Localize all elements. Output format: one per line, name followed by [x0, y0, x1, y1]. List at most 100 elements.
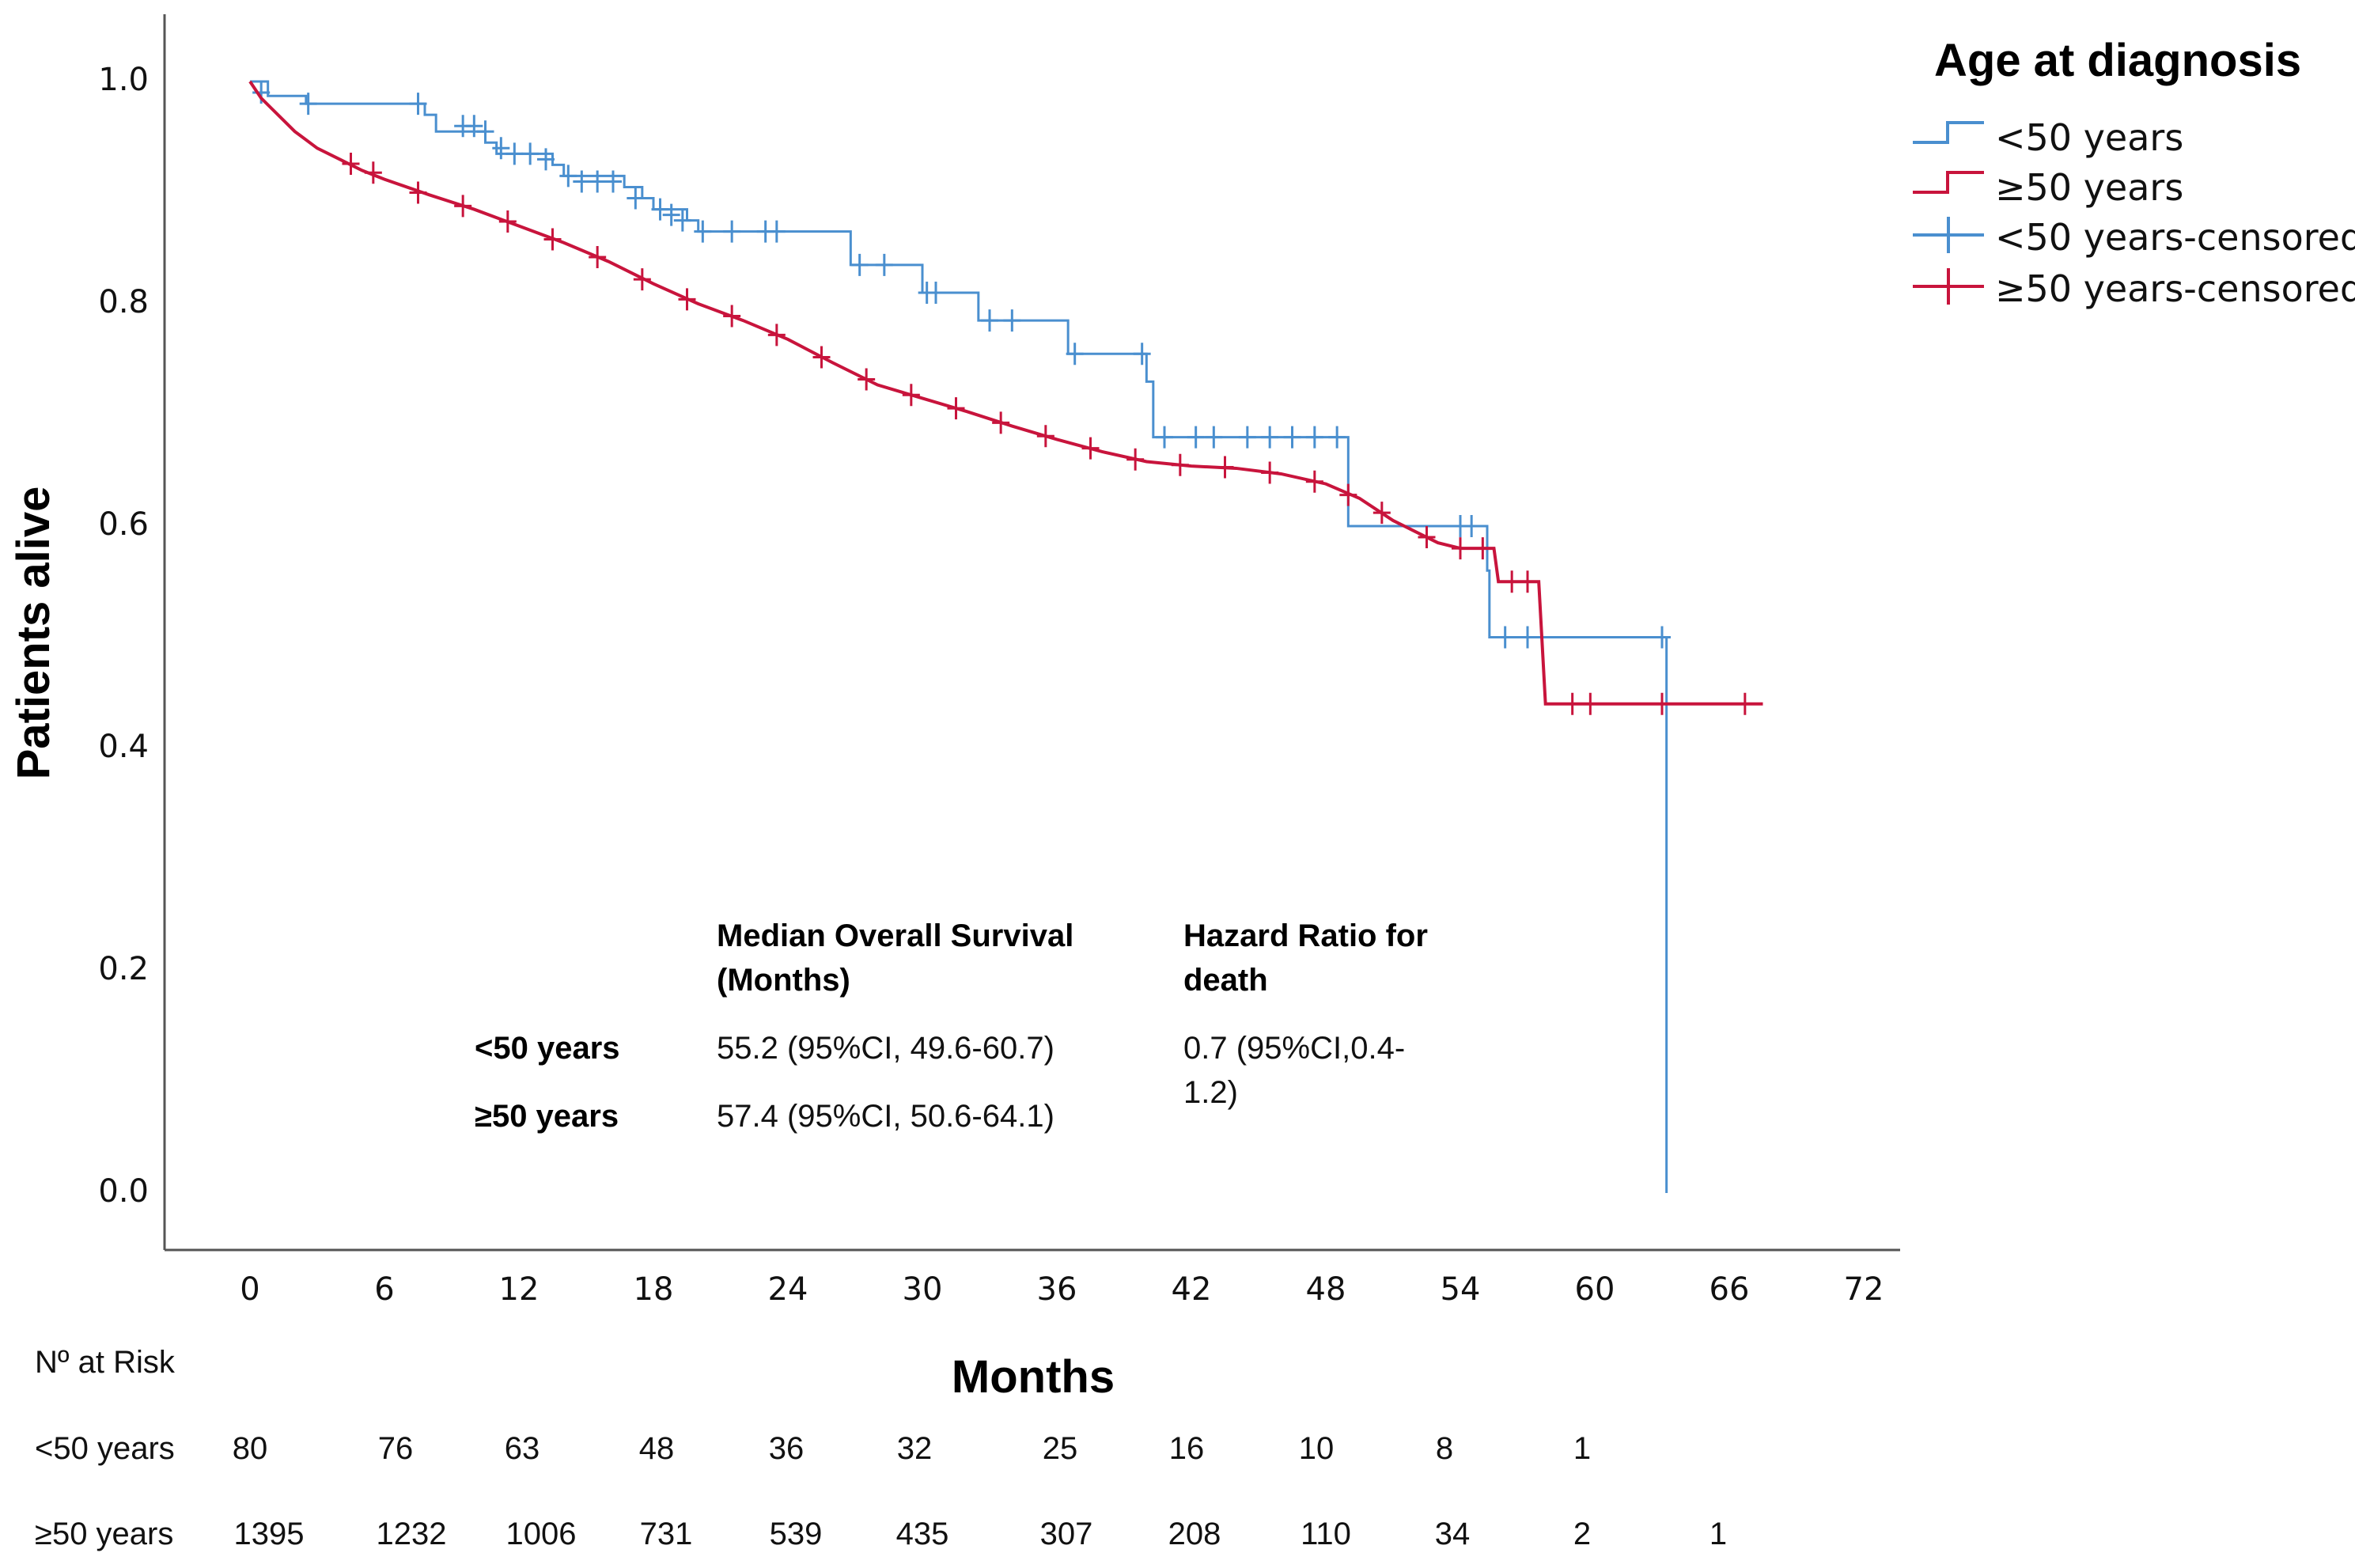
censor-mark-under50 — [1519, 626, 1536, 649]
censor-mark-under50 — [1283, 426, 1301, 449]
censor-mark-under50 — [1066, 343, 1084, 365]
censor-mark-under50 — [1496, 626, 1514, 649]
legend-swatch-over50 — [1913, 171, 1984, 194]
risk-value: 435 — [896, 1517, 949, 1551]
censor-mark-over50 — [1581, 692, 1600, 715]
series-over50 — [248, 80, 1763, 715]
censor-mark-under50 — [1156, 426, 1173, 449]
censor-mark-over50 — [454, 195, 472, 218]
censor-mark-under50 — [465, 115, 483, 138]
risk-value: 16 — [1169, 1431, 1205, 1466]
censor-mark-over50 — [1171, 453, 1189, 476]
series-line-over50 — [248, 80, 1763, 706]
censor-mark-over50 — [902, 384, 920, 407]
censor-mark-over50 — [1503, 570, 1521, 593]
censor-mark-over50 — [1736, 692, 1754, 715]
censor-mark-under50 — [299, 93, 317, 116]
legend-title: Age at diagnosis — [1934, 35, 2301, 86]
censor-mark-over50 — [1036, 425, 1054, 448]
censor-mark-over50 — [947, 397, 965, 420]
censor-mark-over50 — [1081, 437, 1100, 460]
censor-mark-under50 — [694, 220, 712, 243]
risk-value: 1006 — [506, 1517, 577, 1551]
x-axis-title: Months — [952, 1351, 1115, 1403]
censor-mark-under50 — [573, 170, 591, 193]
censor-mark-under50 — [850, 253, 869, 276]
risk-value: 208 — [1168, 1517, 1221, 1551]
censor-mark-under50 — [1305, 426, 1323, 449]
censor-mark-under50 — [662, 203, 680, 226]
y-tick-label: 0.8 — [98, 284, 149, 320]
censor-mark-over50 — [409, 181, 427, 204]
risk-value: 8 — [1436, 1431, 1453, 1466]
censor-mark-under50 — [627, 187, 645, 210]
hr-header-line1: Hazard Ratio for — [1183, 918, 1428, 953]
y-tick-label: 0.2 — [98, 951, 149, 987]
survival-annotation: Median Overall Survival (Months) Hazard … — [475, 918, 1428, 1134]
annotation-row-label: <50 years — [475, 1031, 620, 1066]
series-under50 — [250, 80, 1671, 1193]
legend: Age at diagnosis <50 years ≥50 years <50… — [1913, 35, 2355, 310]
censor-mark-under50 — [723, 220, 741, 243]
censor-mark-over50 — [1474, 537, 1492, 560]
censor-mark-under50 — [981, 309, 998, 332]
censor-mark-over50 — [1339, 483, 1357, 506]
censor-mark-over50 — [1372, 502, 1391, 525]
risk-value: 110 — [1301, 1517, 1351, 1551]
series-line-under50 — [250, 80, 1668, 1193]
censor-mark-under50 — [521, 142, 540, 165]
censor-mark-under50 — [492, 137, 510, 160]
censor-mark-under50 — [767, 220, 786, 243]
censor-mark-over50 — [1126, 448, 1145, 471]
censor-mark-over50 — [342, 152, 360, 175]
y-axis-title: Patients alive — [8, 487, 59, 780]
censor-mark-over50 — [1418, 526, 1436, 549]
censor-mark-over50 — [1261, 461, 1279, 484]
censor-mark-under50 — [875, 253, 893, 276]
x-tick-label: 24 — [768, 1271, 808, 1308]
x-tick-labels: 0 6 12 18 24 30 36 42 48 54 60 66 72 — [240, 1271, 1884, 1308]
risk-row-label: <50 years — [35, 1431, 175, 1466]
risk-value: 1232 — [377, 1517, 447, 1551]
risk-value: 32 — [897, 1431, 933, 1466]
y-tick-label: 0.0 — [98, 1173, 149, 1210]
censor-marks-over50 — [342, 152, 1754, 715]
risk-value: 1 — [1709, 1517, 1727, 1551]
censor-marks-under50 — [252, 81, 1671, 649]
censor-mark-under50 — [1003, 309, 1021, 332]
censor-mark-over50 — [543, 228, 562, 251]
median-header-line2: (Months) — [717, 963, 850, 998]
risk-value: 34 — [1435, 1517, 1471, 1551]
y-tick-label: 0.4 — [98, 729, 149, 765]
legend-swatch-under50 — [1913, 121, 1984, 144]
censor-mark-over50 — [1305, 470, 1323, 493]
hr-header-line2: death — [1183, 963, 1268, 998]
x-tick-label: 42 — [1172, 1271, 1212, 1308]
censor-mark-under50 — [927, 281, 945, 304]
x-tick-label: 48 — [1306, 1271, 1346, 1308]
censor-mark-under50 — [559, 165, 577, 187]
censor-mark-under50 — [409, 93, 427, 116]
censor-mark-under50 — [1261, 426, 1279, 449]
risk-value: 48 — [639, 1431, 675, 1466]
censor-mark-over50 — [678, 288, 696, 311]
censor-mark-over50 — [812, 346, 831, 369]
annotation-row-label: ≥50 years — [475, 1099, 619, 1134]
x-tick-label: 36 — [1037, 1271, 1077, 1308]
annotation-median-value: 57.4 (95%CI, 50.6-64.1) — [717, 1099, 1054, 1134]
censor-mark-over50 — [992, 411, 1010, 434]
censor-mark-over50 — [858, 368, 876, 391]
y-tick-label: 0.6 — [98, 506, 149, 543]
legend-swatch-censored-under50 — [1913, 217, 1984, 253]
risk-value: 731 — [640, 1517, 693, 1551]
x-tick-label: 0 — [240, 1271, 259, 1308]
censor-mark-under50 — [537, 148, 555, 171]
x-tick-label: 72 — [1844, 1271, 1884, 1308]
censor-mark-under50 — [1653, 626, 1671, 649]
legend-swatch-censored-over50 — [1913, 268, 1984, 305]
hr-value-line1: 0.7 (95%CI,0.4- — [1183, 1031, 1405, 1066]
risk-value: 63 — [505, 1431, 540, 1466]
censor-mark-over50 — [498, 210, 517, 233]
risk-row-label: ≥50 years — [35, 1517, 173, 1551]
x-tick-label: 6 — [374, 1271, 394, 1308]
